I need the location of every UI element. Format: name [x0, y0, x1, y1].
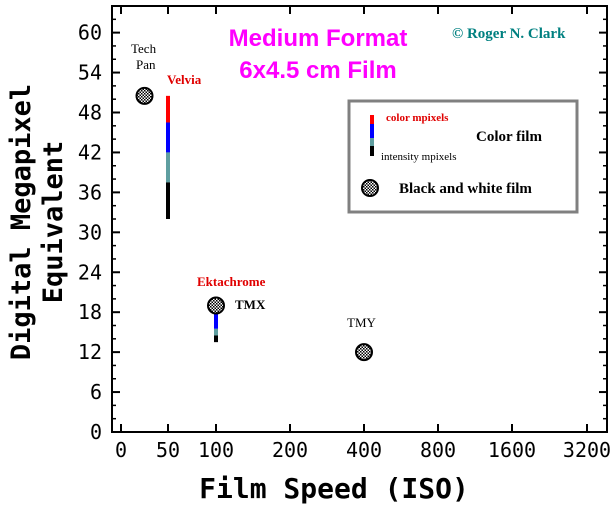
x-axis: 0 50 100 200 400 800 1600 3200 [115, 6, 611, 462]
legend-color-mpixels: color mpixels [386, 112, 449, 124]
legend: color mpixels Color film intensity mpixe… [347, 99, 579, 214]
chart-title: Medium Format [229, 25, 408, 52]
y-tick-label: 18 [78, 300, 102, 324]
chart-subtitle: 6x4.5 cm Film [239, 57, 396, 84]
x-tick-label: 50 [156, 438, 180, 462]
y-tick-label: 60 [78, 21, 102, 45]
color-film-segment-teal [166, 152, 170, 183]
legend-bw-marker [361, 179, 379, 197]
x-tick-label: 1600 [488, 438, 536, 462]
tech-pan-label-line2: Pan [136, 57, 156, 72]
y-tick-label: 30 [78, 220, 102, 244]
y-tick-label: 12 [78, 340, 102, 364]
color-film-segment-teal [214, 328, 218, 336]
y-tick-label: 42 [78, 140, 102, 164]
color-film-segment-red [166, 95, 170, 123]
x-tick-label: 400 [346, 438, 382, 462]
color-film-segment-blue [166, 122, 170, 153]
x-tick-label: 200 [272, 438, 308, 462]
legend-intensity-mpixels: intensity mpixels [381, 151, 456, 163]
bw-film-point [135, 86, 154, 105]
legend-bw-film: Black and white film [399, 181, 532, 197]
copyright-text: © Roger N. Clark [452, 26, 566, 42]
legend-box [347, 99, 579, 214]
bw-film-point [355, 343, 373, 362]
color-film-segment-black [166, 182, 170, 219]
x-tick-label: 3200 [563, 438, 611, 462]
y-tick-label: 36 [78, 180, 102, 204]
x-tick-label: 0 [115, 438, 127, 462]
y-tick-label: 24 [78, 260, 102, 284]
legend-teal-segment [370, 138, 374, 146]
x-tick-label: 800 [420, 438, 456, 462]
y-axis-title-line2: Equivalent [38, 141, 69, 304]
y-tick-label: 6 [90, 380, 102, 404]
y-tick-label: 54 [78, 61, 102, 85]
color-film-segment-black [214, 335, 218, 343]
x-axis-title: Film Speed (ISO) [199, 472, 469, 505]
velvia-label: Velvia [167, 72, 202, 87]
y-tick-label: 48 [78, 101, 102, 125]
bw-film-point [207, 296, 225, 315]
tech-pan-label-line1: Tech [131, 41, 157, 56]
y-axis: 0 6 12 18 24 30 36 42 48 54 60 [78, 18, 607, 444]
y-tick-label: 0 [90, 420, 102, 444]
legend-black-segment [370, 146, 374, 156]
tmy-label: TMY [347, 315, 377, 330]
tmx-label: TMX [235, 297, 266, 312]
legend-red-segment [370, 115, 374, 124]
x-tick-label: 100 [198, 438, 234, 462]
ektachrome-label: Ektachrome [197, 274, 266, 289]
y-axis-title-line1: Digital Megapixel [6, 84, 37, 360]
legend-color-film: Color film [476, 129, 542, 145]
legend-blue-segment [370, 124, 374, 138]
color-film-segment-blue [214, 312, 218, 329]
